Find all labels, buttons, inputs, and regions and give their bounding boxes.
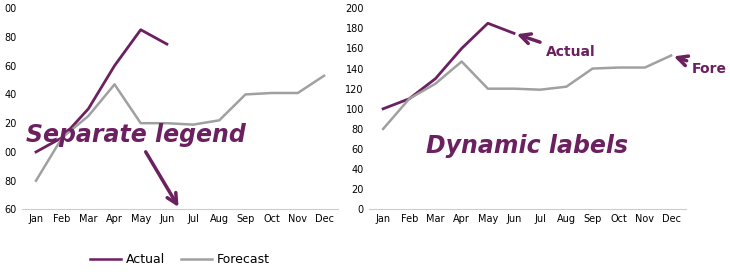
Text: Fore: Fore — [677, 56, 727, 76]
Forecast — [241, 93, 250, 96]
Actual — [137, 28, 145, 31]
Forecast — [31, 179, 40, 182]
Forecast — [293, 91, 302, 95]
Forecast — [58, 136, 66, 139]
Forecast — [110, 83, 119, 86]
Forecast — [189, 123, 198, 126]
Actual — [163, 42, 172, 46]
Forecast — [215, 119, 223, 122]
Forecast — [84, 114, 93, 118]
Forecast — [163, 122, 172, 125]
Actual — [110, 64, 119, 67]
Forecast — [137, 122, 145, 125]
Text: Separate legend: Separate legend — [26, 123, 245, 204]
Line: Forecast: Forecast — [36, 76, 324, 181]
Forecast — [267, 91, 276, 95]
Actual — [84, 107, 93, 111]
Text: Dynamic labels: Dynamic labels — [426, 134, 629, 158]
Legend: Actual, Forecast: Actual, Forecast — [85, 248, 275, 271]
Actual — [58, 136, 66, 139]
Forecast — [320, 74, 328, 77]
Line: Actual: Actual — [36, 30, 167, 152]
Text: Actual: Actual — [520, 34, 595, 59]
Actual — [31, 150, 40, 154]
